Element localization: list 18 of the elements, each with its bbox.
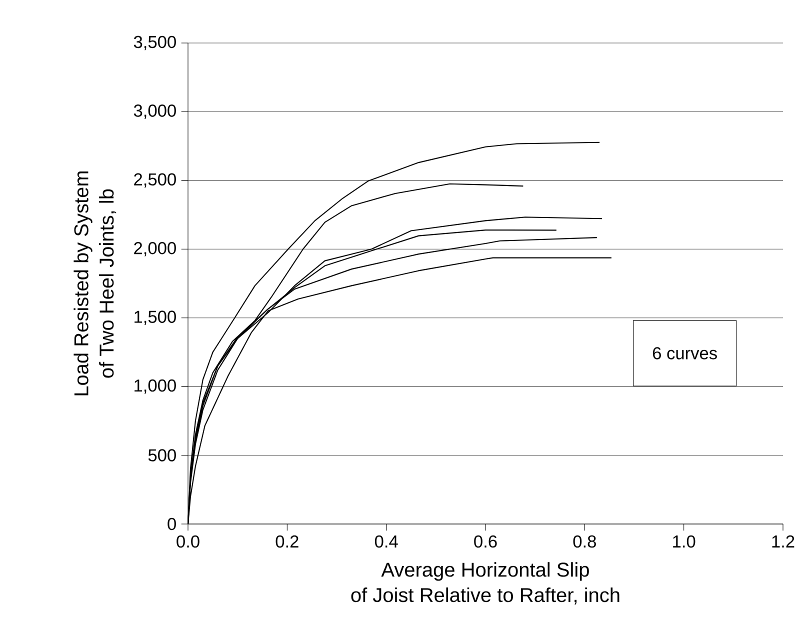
y-tick-label: 2,000 (134, 242, 176, 256)
x-tick-label: 1.2 (772, 535, 794, 548)
y-tick-label: 2,500 (134, 173, 176, 188)
x-tick-label: 0.4 (374, 535, 398, 548)
y-tick-label: 3,500 (134, 36, 176, 50)
x-tick-label: 0.6 (474, 535, 497, 548)
y-tick-label: 1,500 (134, 310, 176, 326)
y-tick-label: 0 (168, 518, 176, 530)
x-tick-label: 0.0 (176, 535, 200, 548)
y-tick-label: 1,000 (134, 379, 176, 394)
y-tick-label: 500 (148, 449, 176, 462)
x-axis-title: Average Horizontal Slip of Joist Relative to Rafter, inch (351, 562, 620, 604)
y-tick-label: 3,000 (134, 104, 176, 119)
y-axis-title: Load Resisted by System of Two Heel Joints, lb (74, 171, 116, 396)
annotation: 6 curves (652, 347, 717, 360)
x-tick-label: 1.0 (673, 535, 696, 548)
x-tick-label: 0.8 (573, 535, 596, 548)
x-tick-label: 0.2 (276, 535, 298, 548)
